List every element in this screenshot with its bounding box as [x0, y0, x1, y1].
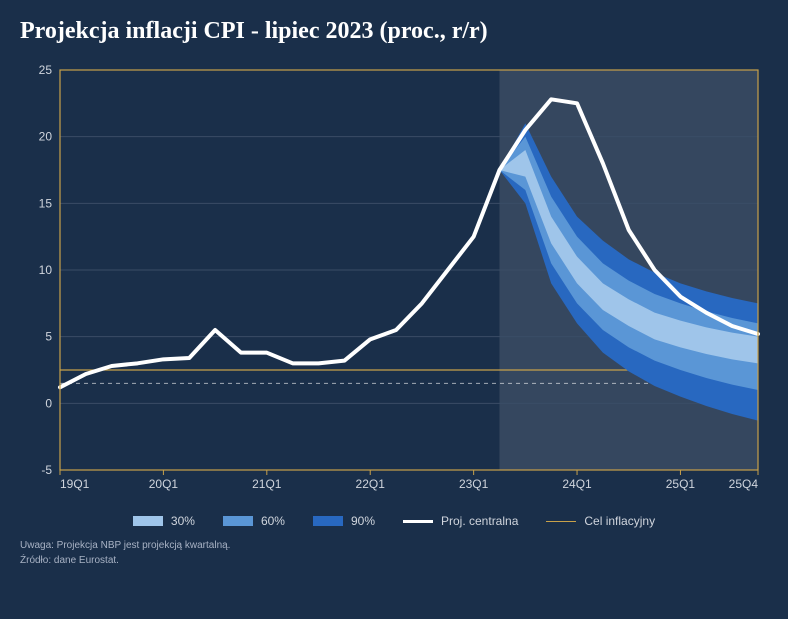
- svg-text:0: 0: [45, 396, 52, 410]
- legend-item-30: 30%: [133, 514, 195, 528]
- legend-item-90: 90%: [313, 514, 375, 528]
- legend-label-30: 30%: [171, 514, 195, 528]
- svg-text:22Q1: 22Q1: [356, 477, 386, 491]
- legend-label-90: 90%: [351, 514, 375, 528]
- legend-item-target: Cel inflacyjny: [546, 514, 655, 528]
- legend-item-central: Proj. centralna: [403, 514, 518, 528]
- footnote-line2: Źródło: dane Eurostat.: [20, 553, 768, 568]
- svg-text:25Q4: 25Q4: [729, 477, 759, 491]
- footnote-line1: Uwaga: Projekcja NBP jest projekcją kwar…: [20, 538, 768, 553]
- legend-item-60: 60%: [223, 514, 285, 528]
- svg-text:-5: -5: [41, 463, 52, 477]
- chart-plot: -5 0 5 10 15 20 25 19Q1 20Q1 21Q1 22Q1 23Q1 24Q1 25Q1…: [20, 60, 768, 500]
- swatch-30-icon: [133, 516, 163, 526]
- footnote: Uwaga: Projekcja NBP jest projekcją kwar…: [20, 538, 768, 568]
- legend: 30% 60% 90% Proj. centralna Cel inflacyj…: [20, 514, 768, 528]
- svg-text:10: 10: [39, 263, 53, 277]
- legend-label-central: Proj. centralna: [441, 514, 518, 528]
- svg-text:20Q1: 20Q1: [149, 477, 179, 491]
- swatch-90-icon: [313, 516, 343, 526]
- chart-title: Projekcja inflacji CPI - lipiec 2023 (pr…: [20, 18, 768, 45]
- swatch-60-icon: [223, 516, 253, 526]
- line-central-icon: [403, 520, 433, 523]
- legend-label-60: 60%: [261, 514, 285, 528]
- svg-text:23Q1: 23Q1: [459, 477, 489, 491]
- svg-text:19Q1: 19Q1: [60, 477, 90, 491]
- svg-text:21Q1: 21Q1: [252, 477, 282, 491]
- line-target-icon: [546, 521, 576, 522]
- svg-text:20: 20: [39, 130, 53, 144]
- svg-text:25: 25: [39, 63, 53, 77]
- svg-text:25Q1: 25Q1: [666, 477, 696, 491]
- legend-label-target: Cel inflacyjny: [584, 514, 655, 528]
- svg-text:5: 5: [45, 330, 52, 344]
- svg-text:15: 15: [39, 196, 53, 210]
- svg-text:24Q1: 24Q1: [562, 477, 592, 491]
